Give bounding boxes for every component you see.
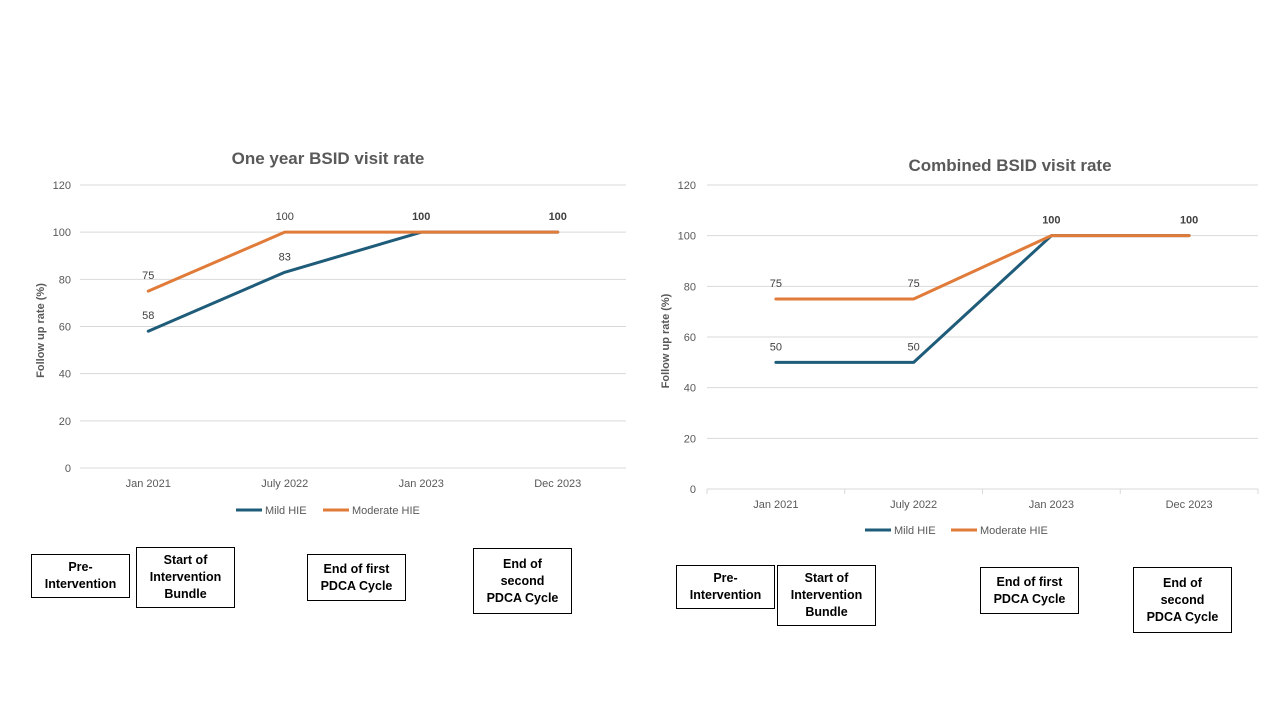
stage-box-label: Pre- Intervention: [44, 560, 117, 591]
x-tick-label: Dec 2023: [534, 478, 581, 490]
end-of-second-pdca-cycle-box: End of second PDCA Cycle: [473, 548, 572, 614]
data-label: 100: [1042, 215, 1060, 227]
chart-1: One year BSID visit rate 0 20 40 60 80 100 120 F…: [35, 149, 626, 517]
end-of-first-pdca-cycle-box: End of first PDCA Cycle: [980, 567, 1079, 614]
pre-intervention-box: Pre- Intervention: [31, 554, 130, 598]
data-label: 100: [1180, 215, 1198, 227]
y-tick-label: 20: [684, 433, 696, 445]
stage-box-label: End of second PDCA Cycle: [486, 556, 559, 605]
y-tick-label: 60: [59, 322, 71, 334]
x-tick-label: Jan 2023: [399, 478, 444, 490]
x-tick-label: July 2022: [261, 478, 308, 490]
legend-label-moderate-hie: Moderate HIE: [980, 525, 1048, 537]
x-tick-label: Jan 2023: [1029, 499, 1074, 511]
stage-box-label: End of second PDCA Cycle: [1146, 575, 1219, 624]
x-tick-label: Jan 2021: [126, 478, 171, 490]
start-of-intervention-bundle-box: Start of Intervention Bundle: [777, 565, 876, 626]
stage-box-label: Start of Intervention Bundle: [790, 571, 863, 619]
legend-label-mild-hie: Mild HIE: [265, 505, 307, 517]
data-label: 58: [142, 310, 154, 322]
y-tick-label: 60: [684, 332, 696, 344]
stage-box-label: End of first PDCA Cycle: [320, 561, 393, 593]
y-tick-label: 80: [59, 274, 71, 286]
y-axis-label: Follow up rate (%): [35, 283, 47, 378]
chart-title: One year BSID visit rate: [232, 149, 425, 168]
stage-box-label: Start of Intervention Bundle: [149, 553, 222, 601]
y-tick-label: 40: [684, 383, 696, 395]
pre-intervention-box: Pre- Intervention: [676, 565, 775, 609]
chart-title: Combined BSID visit rate: [908, 156, 1111, 175]
end-of-second-pdca-cycle-box: End of second PDCA Cycle: [1133, 567, 1232, 633]
data-label: 50: [770, 341, 782, 353]
y-tick-label: 100: [53, 227, 71, 239]
data-label: 75: [770, 278, 782, 290]
y-tick-label: 80: [684, 281, 696, 293]
y-tick-label: 120: [53, 180, 71, 192]
y-tick-label: 0: [65, 463, 71, 475]
series-line-moderate-hie: [146, 230, 560, 293]
y-tick-label: 20: [59, 416, 71, 428]
legend-label-moderate-hie: Moderate HIE: [352, 505, 420, 517]
start-of-intervention-bundle-box: Start of Intervention Bundle: [136, 547, 235, 608]
y-axis-label: Follow up rate (%): [660, 293, 672, 388]
x-tick-label: Jan 2021: [753, 499, 798, 511]
y-tick-label: 120: [678, 180, 696, 192]
y-tick-label: 40: [59, 369, 71, 381]
data-label: 75: [908, 278, 920, 290]
x-tick-label: Dec 2023: [1166, 499, 1213, 511]
data-label: 100: [412, 211, 430, 223]
x-tick-label: July 2022: [890, 499, 937, 511]
end-of-first-pdca-cycle-box: End of first PDCA Cycle: [307, 554, 406, 601]
legend-label-mild-hie: Mild HIE: [894, 525, 936, 537]
data-label: 75: [142, 270, 154, 282]
stage-box-label: End of first PDCA Cycle: [993, 574, 1066, 606]
series-line-moderate-hie: [774, 234, 1191, 301]
data-label: 100: [549, 211, 567, 223]
chart-2: Combined BSID visit rate 0 20 40 60 80 100 120 F…: [660, 156, 1259, 537]
series-line-mild-hie: [146, 230, 560, 333]
y-tick-label: 0: [690, 484, 696, 496]
data-label: 100: [276, 211, 294, 223]
data-label: 50: [908, 341, 920, 353]
stage-box-label: Pre- Intervention: [689, 571, 762, 602]
data-label: 83: [279, 251, 291, 263]
y-tick-label: 100: [678, 231, 696, 243]
